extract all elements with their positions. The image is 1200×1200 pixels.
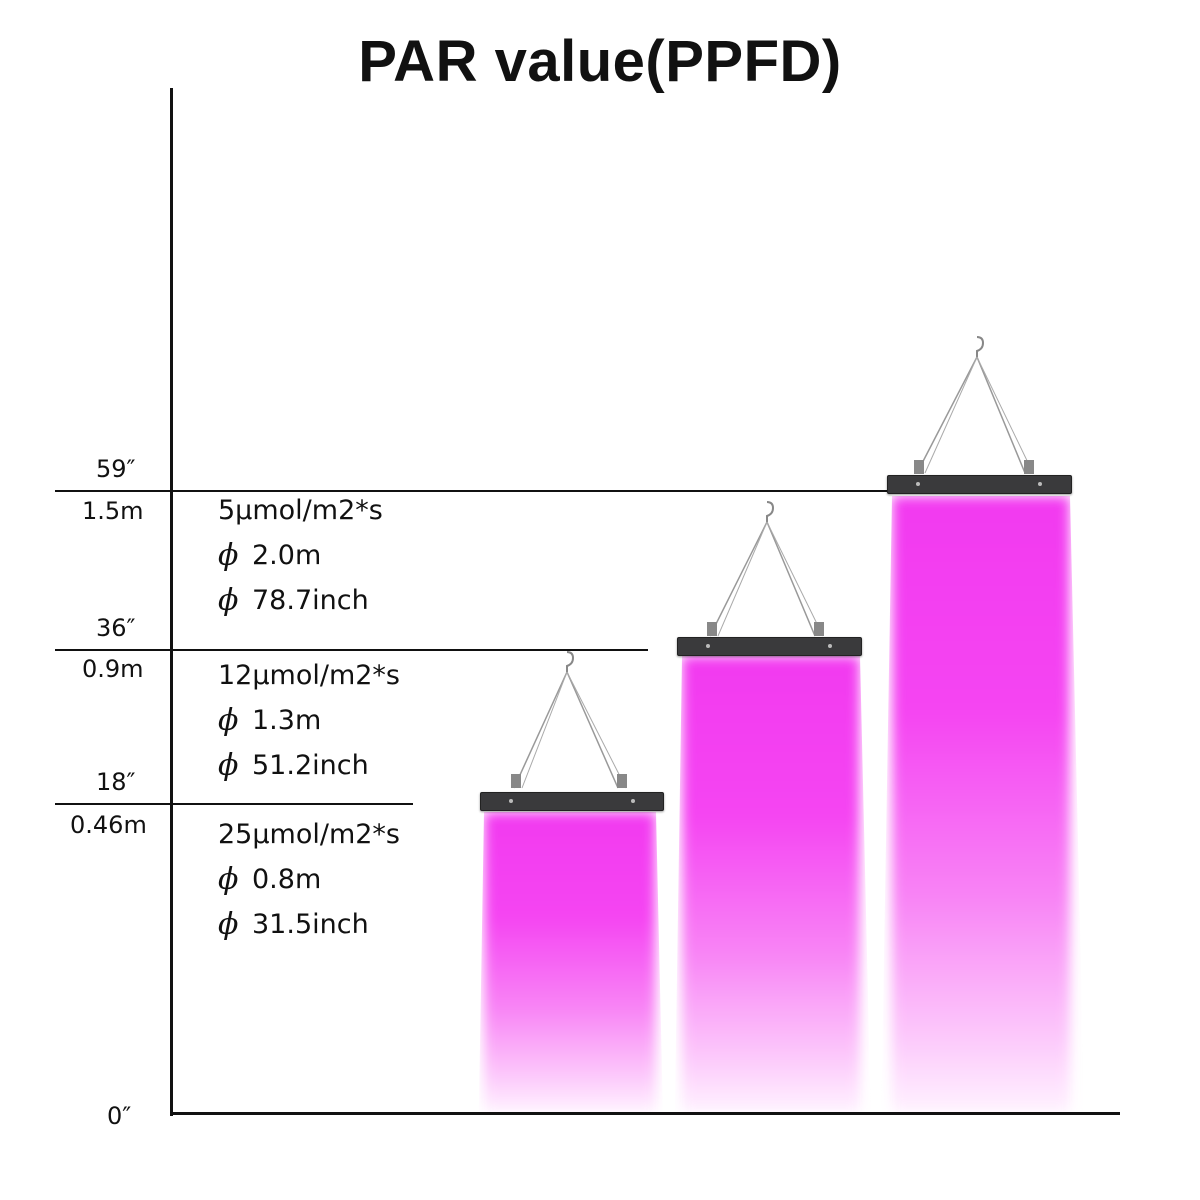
led-panel (480, 792, 664, 811)
coverage-diameter-in: ϕ 78.7inch (218, 578, 383, 623)
diameter-icon: ϕ (218, 862, 239, 897)
hanging-wire-icon (914, 336, 1034, 474)
level-info-36: 12μmol/m2*s ϕ 1.3m ϕ 51.2inch (218, 653, 400, 788)
ppfd-value: 25μmol/m2*s (218, 819, 400, 850)
hanging-wire-icon (707, 501, 824, 637)
vertical-axis (170, 88, 173, 1116)
diameter-icon: ϕ (218, 583, 239, 618)
tick-inch-36: 36″ (96, 614, 136, 642)
tick-inch-18: 18″ (96, 768, 136, 796)
tick-meter-0-9: 0.9m (82, 655, 144, 683)
led-panel (887, 475, 1072, 494)
coverage-diameter-m: ϕ 1.3m (218, 698, 400, 743)
coverage-diameter-m: ϕ 0.8m (218, 857, 400, 902)
tick-inch-59: 59″ (96, 455, 136, 483)
diameter-icon: ϕ (218, 907, 239, 942)
coverage-diameter-in: ϕ 31.5inch (218, 902, 400, 947)
tick-meter-1-5: 1.5m (82, 497, 144, 525)
horizontal-axis (170, 1112, 1120, 1115)
diameter-icon: ϕ (218, 703, 239, 738)
level-info-59: 5μmol/m2*s ϕ 2.0m ϕ 78.7inch (218, 488, 383, 623)
ppfd-value: 12μmol/m2*s (218, 660, 400, 691)
coverage-diameter-m: ϕ 2.0m (218, 533, 383, 578)
ppfd-value: 5μmol/m2*s (218, 495, 383, 526)
height-line-18 (55, 803, 413, 805)
hanging-wire-icon (511, 651, 627, 789)
level-info-18: 25μmol/m2*s ϕ 0.8m ϕ 31.5inch (218, 812, 400, 947)
light-beam (682, 656, 860, 1112)
light-beam (484, 812, 656, 1112)
height-line-36 (55, 649, 648, 651)
led-panel (677, 637, 862, 656)
diameter-icon: ϕ (218, 748, 239, 783)
tick-zero: 0″ (107, 1102, 132, 1130)
page-title: PAR value(PPFD) (358, 29, 842, 94)
tick-meter-0-46: 0.46m (70, 811, 147, 839)
light-beam (892, 496, 1070, 1112)
coverage-diameter-in: ϕ 51.2inch (218, 743, 400, 788)
diameter-icon: ϕ (218, 538, 239, 573)
height-line-59 (55, 490, 891, 492)
